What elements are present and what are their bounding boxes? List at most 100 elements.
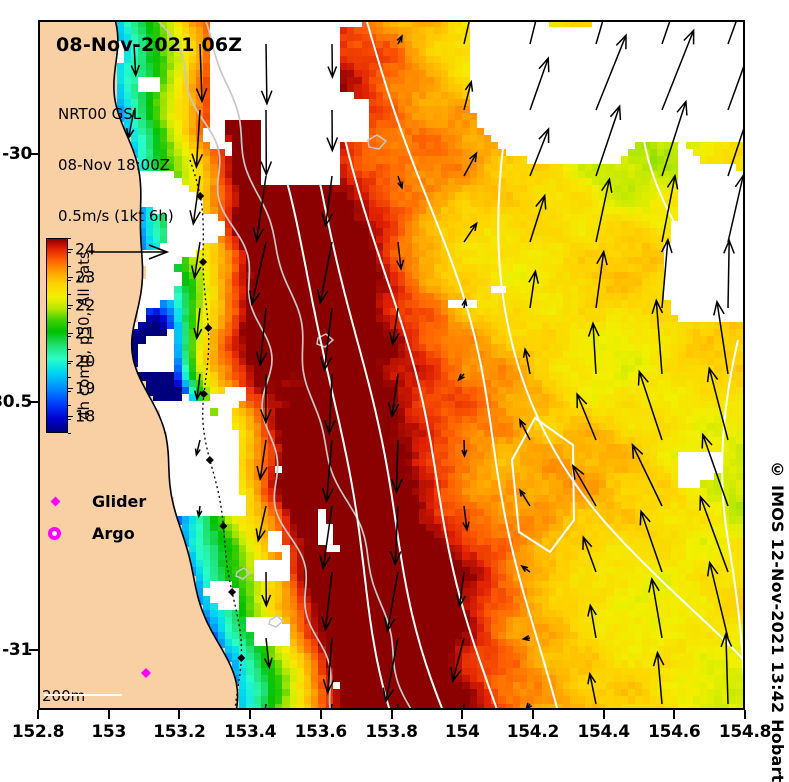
colorbar-minor-tick [68,391,71,393]
current-arrow [259,373,272,425]
argo-marker-icon [48,527,61,540]
legend-label-glider: Glider [92,492,147,511]
colorbar-tick-mark [68,332,73,334]
current-arrow [525,702,533,710]
current-arrow [723,238,735,309]
glider-fix-marker [219,522,228,530]
current-arrow [529,127,550,177]
legend-label-argo: Argo [92,524,135,543]
colorbar[interactable]: 24 23 22 21 20 19 18 [46,238,95,434]
colorbar-minor-tick [68,265,71,267]
current-arrow [727,173,745,243]
current-arrow [529,56,550,111]
current-arrow [661,99,688,177]
colorbar-tick-label: 23 [75,267,96,287]
y-tick-label: -30.5 [0,392,32,413]
current-arrow [390,439,403,495]
colorbar-minor-tick [68,349,71,351]
current-arrow [382,637,399,704]
colorbar-tick-label: 20 [75,351,96,371]
current-arrow [463,79,474,111]
current-arrow [193,307,203,341]
current-arrow [255,505,267,543]
current-arrow [461,439,468,459]
eddy-rim-contour [497,20,745,664]
current-arrow [595,20,604,45]
glider-fix-marker [204,324,213,332]
x-tick-label: 154 [444,722,480,742]
current-arrow [461,297,468,309]
current-arrow [396,34,403,45]
x-tick-mark [531,710,534,719]
glider-fix-marker [205,456,214,464]
current-arrow [320,307,333,373]
current-arrow [387,373,400,419]
vector-legend-line3: 0.5m/s (1kt 6h) [58,207,174,225]
current-arrow [706,366,729,441]
current-arrow [520,564,531,573]
x-tick-label: 153.2 [153,722,206,742]
bathymetry-contour [156,20,332,710]
current-arrow [661,20,672,45]
current-arrow [587,603,597,639]
glider-fix-marker [237,654,246,662]
x-tick-label: 154.6 [648,722,701,742]
glider-fix-marker [199,258,208,266]
current-arrow [195,43,208,104]
current-arrow [255,307,268,368]
current-arrow [321,175,334,228]
current-arrow [727,60,745,111]
x-tick-mark [461,710,464,719]
current-arrow [571,464,597,507]
colorbar-minor-tick [68,377,71,379]
map-plot-area[interactable]: 08-Nov-2021 06Z NRT00 GSL 08-Nov 18:00Z … [38,20,745,710]
colorbar-tick-label: 21 [75,323,96,343]
current-arrow [713,299,729,375]
current-arrow [130,43,140,78]
y-tick-mark [29,153,38,156]
current-arrow [248,241,267,307]
map-overlay-vectors [113,20,745,710]
sst-map-figure: 08-Nov-2021 06Z NRT00 GSL 08-Nov 18:00Z … [0,20,787,782]
coastline-path [113,20,239,710]
current-arrow [652,650,665,705]
x-tick-label: 153.4 [223,722,277,742]
current-arrow [521,635,531,642]
ssh-contour [270,20,444,710]
current-arrow [528,269,540,309]
colorbar-tick-mark [68,249,73,251]
current-arrow [727,20,738,45]
current-arrow [522,347,531,375]
colorbar-tick-label: 22 [75,295,96,315]
x-tick-label: 152.8 [11,722,65,742]
current-arrow [327,43,338,80]
colorbar-tick-mark [68,277,73,278]
current-arrow [388,307,400,347]
bathymetry-lobe [235,567,252,580]
colorbar-minor-tick [68,251,71,253]
current-arrow [651,298,664,375]
y-tick-mark [29,401,38,404]
colorbar-tick-label: 24 [75,239,96,259]
current-arrow [637,369,663,441]
current-arrow [191,109,204,170]
current-arrow [264,703,267,710]
current-arrow [194,439,201,457]
bathymetry-lobe [367,134,388,150]
x-tick-mark [602,710,605,719]
colorbar-tick-mark [68,304,73,306]
bathymetry-contours [156,20,413,710]
current-arrow [595,249,608,309]
x-tick-mark [319,710,322,719]
current-arrow [330,703,333,710]
current-vector-arrows [125,20,745,710]
vector-legend-line1: NRT00 GSL [58,105,142,123]
current-arrow [196,505,203,519]
colorbar-gradient [46,238,68,433]
current-arrow [261,571,272,608]
colorbar-minor-tick [68,335,71,337]
current-arrow [462,505,470,532]
x-tick-mark [673,710,676,719]
x-tick-label: 154.4 [577,722,630,742]
x-tick-mark [178,710,181,719]
